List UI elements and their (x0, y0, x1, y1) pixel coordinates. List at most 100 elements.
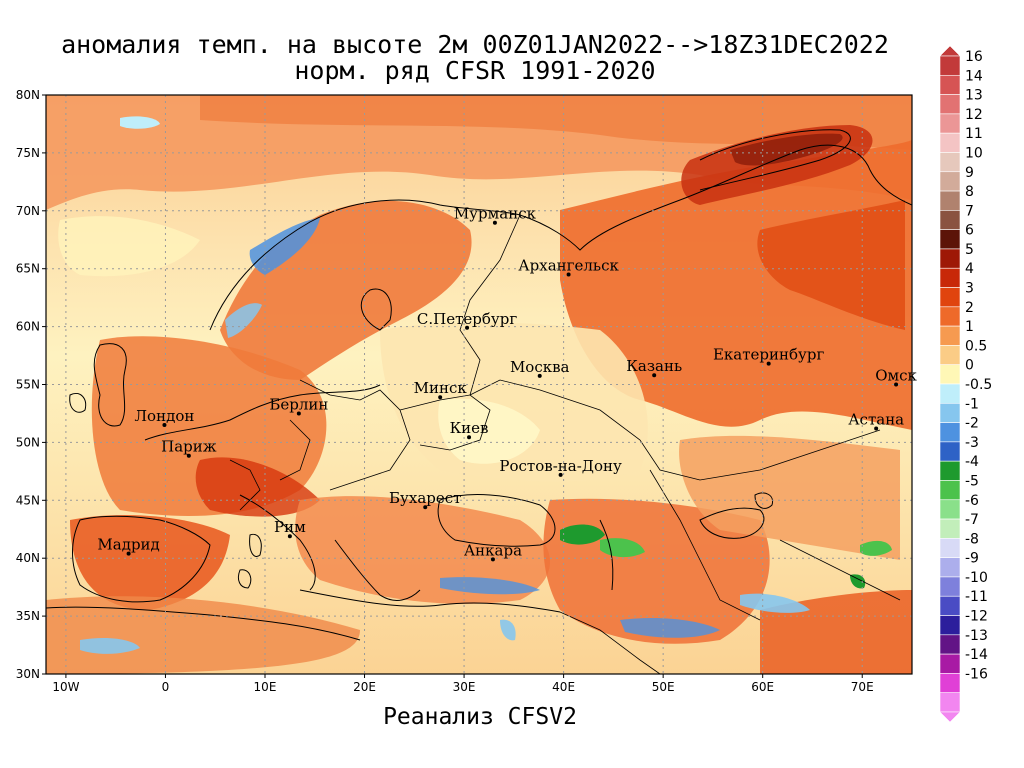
colorbar-bottom-arrow (939, 711, 961, 723)
colorbar-swatch (939, 673, 961, 694)
colorbar-swatch (939, 171, 961, 192)
city-label: С.Петербург (417, 310, 517, 328)
colorbar-swatch (939, 383, 961, 404)
colorbar-label: -9 (965, 551, 979, 567)
colorbar-label: -5 (965, 473, 979, 489)
axis-ticks: 80N 75N 70N 65N 60N 55N 50N 45N 40N 35N 30N 10W 0 10E… (16, 88, 874, 694)
colorbar-label: -12 (965, 609, 988, 625)
city-dot (287, 534, 292, 539)
colorbar-swatch (939, 480, 961, 501)
city-dot (126, 551, 131, 556)
colorbar-label: 0.5 (965, 338, 987, 354)
lat-tick-label: 30N (16, 667, 40, 681)
city-dot (186, 453, 191, 458)
city-label: Ростов-на-Дону (499, 457, 622, 475)
lon-tick-label: 40E (552, 680, 575, 694)
colorbar-label: 1 (965, 319, 974, 335)
colorbar-swatch (939, 248, 961, 269)
city-dot (558, 472, 563, 477)
colorbar-swatch (939, 132, 961, 153)
colorbar-swatch (939, 190, 961, 211)
colorbar-swatch (939, 692, 961, 713)
colorbar-swatch (939, 518, 961, 539)
city-label: Киев (450, 419, 489, 437)
lat-tick-label: 55N (16, 378, 40, 392)
lat-tick-label: 80N (16, 88, 40, 102)
city-dot (438, 395, 443, 400)
city-dot (467, 435, 472, 440)
city-dot (490, 557, 495, 562)
graticule (46, 95, 912, 674)
colorbar-swatch (939, 113, 961, 134)
lat-tick-label: 70N (16, 204, 40, 218)
colorbar-swatch (939, 460, 961, 481)
coastlines (46, 129, 912, 641)
lon-tick-label: 30E (453, 680, 476, 694)
colorbar-swatch (939, 653, 961, 674)
city-dot (766, 361, 771, 366)
city-labels: Мурманск Архангельск С.Петербург Москва Каза… (97, 205, 918, 562)
city-label: Бухарест (389, 489, 461, 507)
lon-tick-label: 50E (652, 680, 675, 694)
lat-tick-label: 40N (16, 551, 40, 565)
colorbar-swatch (939, 287, 961, 308)
city-label: Екатеринбург (713, 346, 824, 364)
city-label: Лондон (135, 407, 195, 425)
lat-tick-label: 35N (16, 609, 40, 623)
colorbar-swatch (939, 538, 961, 558)
colorbar-swatch (939, 229, 961, 250)
city-dot (894, 382, 899, 387)
city-label: Москва (510, 358, 570, 376)
lon-tick-label: 10E (254, 680, 277, 694)
colorbar-label: 14 (965, 68, 983, 84)
colorbar-label: -16 (965, 666, 988, 682)
colorbar-label: 8 (965, 184, 974, 200)
lat-tick-label: 60N (16, 320, 40, 334)
colorbar-label: 3 (965, 281, 974, 297)
colorbar-label: 10 (965, 145, 983, 161)
colorbar-swatch (939, 634, 961, 655)
colorbar-swatch (939, 402, 961, 423)
colorbar-label: -7 (965, 512, 979, 528)
lat-tick-label: 50N (16, 435, 40, 449)
colorbar-label: 4 (965, 261, 974, 277)
colorbar-swatch (939, 364, 961, 385)
colorbar-swatch (939, 615, 961, 636)
colorbar-swatch (939, 74, 961, 95)
lat-tick-label: 75N (16, 146, 40, 160)
colorbar-swatch (939, 595, 961, 616)
colorbar-label: 7 (965, 203, 974, 219)
lat-tick-label: 65N (16, 262, 40, 276)
lon-tick-label: 20E (353, 680, 376, 694)
colorbar-label: -2 (965, 416, 979, 432)
colorbar-label: -14 (965, 647, 988, 663)
lon-tick-label: 70E (851, 680, 874, 694)
colorbar-swatch (939, 345, 961, 366)
colorbar-label: 6 (965, 223, 974, 239)
colorbar-label: 12 (965, 107, 983, 123)
footer-source: Реанализ CFSV2 (383, 704, 577, 730)
city-dot (652, 373, 657, 378)
city-label: Мурманск (454, 205, 537, 223)
city-dot (162, 423, 167, 428)
lat-tick-label: 45N (16, 493, 40, 507)
colorbar-label: -0.5 (965, 377, 992, 393)
colorbar-swatch (939, 152, 961, 173)
colorbar-label: 13 (965, 88, 983, 104)
city-label: Мадрид (97, 536, 159, 554)
lon-tick-label: 60E (751, 680, 774, 694)
colorbar-label: 2 (965, 300, 974, 316)
colorbar-label: -6 (965, 493, 979, 509)
city-dot (566, 272, 571, 277)
city-label: Минск (414, 379, 468, 397)
colorbar: 16 14 13 12 11 10 9 8 7 6 5 4 3 2 1 0.5 0 -0.5 -1 -2 -3 -4 -5 -… (939, 45, 992, 723)
city-dot (465, 325, 470, 330)
city-label: Астана (848, 411, 904, 429)
colorbar-label: -4 (965, 454, 979, 470)
colorbar-label: 0 (965, 358, 974, 374)
city-dot (296, 411, 301, 416)
colorbar-label: -10 (965, 570, 988, 586)
colorbar-swatch (939, 210, 961, 230)
city-label: Архангельск (518, 256, 619, 274)
colorbar-label: 9 (965, 165, 974, 181)
